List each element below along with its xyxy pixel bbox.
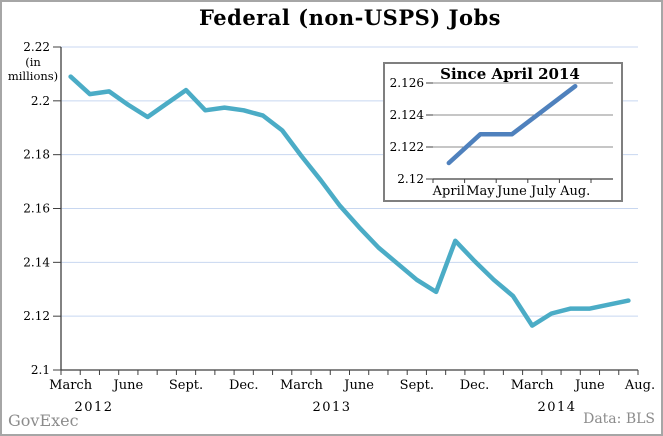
year-label: 2014: [537, 400, 576, 415]
x-tick-label: March: [280, 378, 324, 393]
y-tick-label: 2.2: [31, 94, 50, 108]
data-source-credit: Data: BLS: [583, 411, 655, 427]
govexec-credit: GovExec: [8, 411, 79, 430]
inset-y-tick-label: 2.124: [390, 108, 425, 122]
inset-chart-title: Since April 2014: [440, 65, 580, 83]
inset-y-tick-label: 2.126: [390, 76, 424, 90]
inset-x-tick-label: June: [495, 184, 527, 199]
x-tick-label: June: [573, 378, 605, 393]
y-tick-label: 2.12: [23, 309, 50, 323]
x-tick-label: June: [111, 378, 143, 393]
inset-x-tick-label: May: [466, 184, 495, 199]
x-tick-label: March: [511, 378, 555, 393]
inset-y-tick-label: 2.12: [397, 172, 424, 186]
y-axis-units-note: (in millions): [7, 55, 59, 83]
x-tick-label: Sept.: [400, 378, 434, 393]
inset-y-tick-label: 2.122: [390, 140, 424, 154]
x-tick-label: Sept.: [169, 378, 203, 393]
inset-x-tick-label: Aug.: [559, 184, 590, 199]
federal-jobs-series-line: [68, 74, 631, 328]
x-tick-label: March: [49, 378, 93, 393]
inset-chart: Since April 2014 2.12 2.122 2.124 2.126 Apri…: [383, 62, 623, 202]
x-tick-label: Dec.: [229, 378, 259, 393]
y-tick-label: 2.18: [23, 148, 50, 162]
year-label: 2013: [312, 400, 351, 415]
inset-x-tick-label: July: [529, 184, 557, 199]
y-tick-label: 2.16: [23, 202, 50, 216]
y-tick-label: 2.14: [23, 255, 50, 269]
y-tick-label: 2.1: [31, 363, 50, 377]
inset-series-line: [446, 83, 578, 166]
inset-chart-plot: 2.12 2.122 2.124 2.126 April May June July Aug.: [390, 76, 613, 199]
y-tick-label: 2.22: [23, 40, 50, 54]
chart-title: Federal (non-USPS) Jobs: [199, 5, 501, 30]
inset-x-tick-label: April: [432, 184, 465, 199]
x-tick-label: Aug.: [624, 378, 655, 393]
x-tick-label: June: [342, 378, 374, 393]
year-label: 2012: [74, 400, 113, 415]
x-tick-label: Dec.: [460, 378, 490, 393]
